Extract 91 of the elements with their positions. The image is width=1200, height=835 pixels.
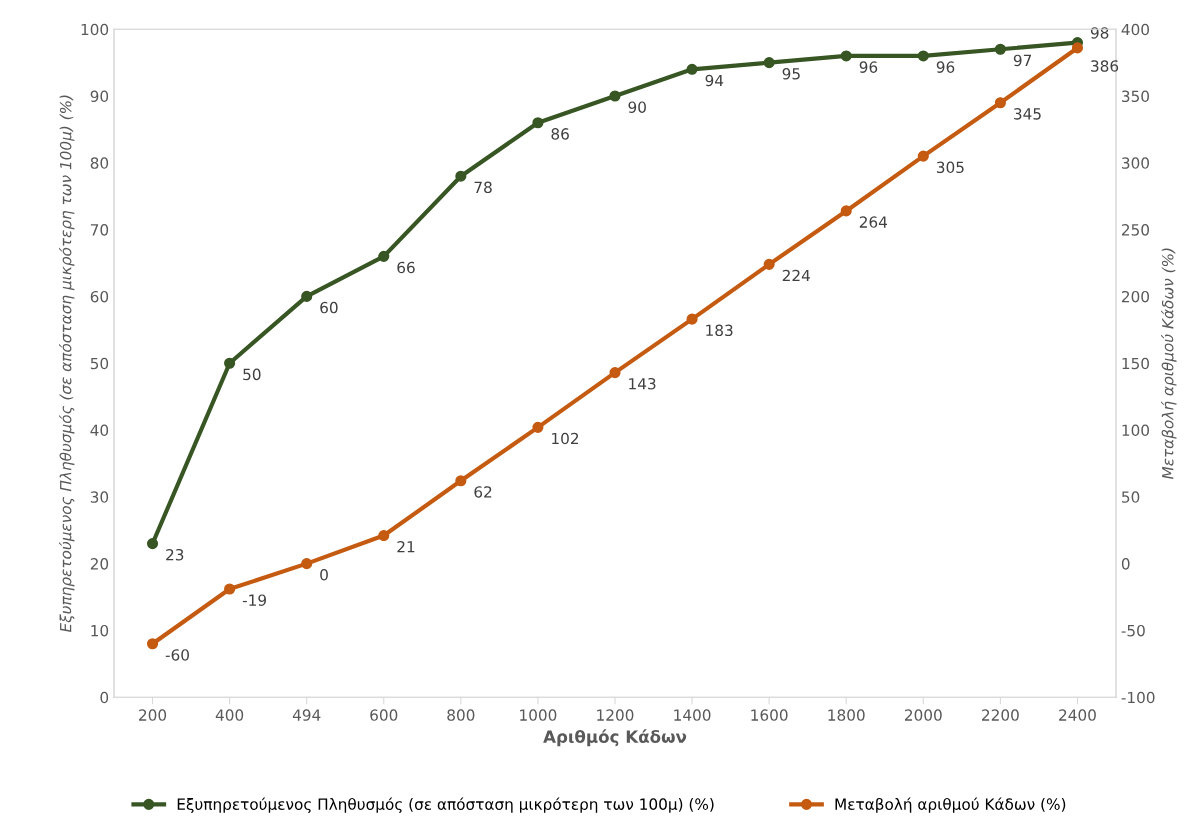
y-tick-label: 50	[90, 357, 109, 370]
x-tick-label: 2200	[982, 709, 1019, 721]
data-label: 90	[628, 101, 646, 113]
data-label: 78	[474, 181, 492, 194]
y-tick-label: 100	[81, 23, 109, 36]
point	[455, 475, 467, 487]
data-label: 386	[1091, 60, 1119, 72]
data-label: 97	[1013, 54, 1032, 67]
y2-tick-label: 50	[1122, 491, 1140, 503]
y-tick-label: 40	[90, 424, 109, 437]
point	[763, 258, 775, 270]
point	[146, 538, 159, 550]
data-label: 264	[859, 216, 888, 228]
y-tick-label: 20	[90, 558, 109, 570]
point	[609, 367, 621, 379]
y-tick-label: 90	[90, 90, 109, 103]
data-label: 50	[243, 368, 261, 381]
point	[532, 421, 544, 433]
x-tick-label: 400	[215, 709, 244, 721]
data-label: -19	[242, 594, 266, 606]
point	[840, 205, 852, 217]
y2-tick-label: 400	[1121, 23, 1150, 36]
point	[917, 150, 929, 162]
y2-tick-label: -100	[1121, 691, 1155, 704]
x-tick-label: 800	[447, 709, 475, 721]
point	[301, 558, 313, 570]
y2-tick-label: 200	[1121, 290, 1150, 303]
x-tick-label: 1200	[597, 709, 634, 721]
y-tick-label: 30	[90, 491, 109, 503]
data-label: 86	[551, 128, 569, 140]
x-tick-label: 2000	[904, 709, 942, 721]
data-label: 60	[320, 301, 338, 314]
point	[1071, 42, 1084, 54]
y2-tick-label: 300	[1122, 157, 1150, 169]
point	[378, 530, 390, 542]
point	[917, 50, 929, 62]
data-label: 143	[629, 377, 656, 390]
data-label: 94	[705, 74, 724, 87]
x-tick-label: 600	[370, 709, 398, 721]
point	[224, 583, 236, 595]
data-label: 0	[320, 569, 328, 581]
data-label: 224	[782, 269, 810, 282]
y2-axis-title: Μεταβολή αριθμού Κάδων (%)	[1161, 248, 1177, 480]
point	[301, 290, 313, 302]
x-tick-label: 1800	[828, 709, 865, 721]
y-tick-label: 80	[90, 157, 109, 169]
x-tick-label: 1000	[520, 709, 557, 721]
x-tick-label: 1600	[751, 709, 788, 721]
y2-tick-label: 350	[1122, 90, 1150, 103]
point	[686, 63, 698, 75]
point	[455, 170, 467, 182]
y-tick-label: 10	[91, 624, 109, 637]
point	[994, 43, 1006, 55]
y2-tick-label: 0	[1121, 558, 1130, 570]
data-label: 21	[397, 540, 415, 553]
point	[146, 638, 159, 650]
point	[763, 57, 775, 69]
point	[224, 357, 236, 369]
data-label: 98	[1090, 27, 1109, 39]
data-label: 66	[397, 261, 415, 274]
x-tick-label: 1400	[674, 709, 711, 721]
point	[609, 90, 621, 102]
point	[378, 250, 390, 262]
y2-tick-label: 150	[1122, 357, 1150, 370]
y-axis-title: Εξυπηρετούμενος Πληθυσμός (σε απόσταση μικρότερη των 100μ) (%)	[58, 95, 75, 633]
legend-label: Εξυπηρετούμενος Πληθυσμός (σε απόσταση μικρότερη των 100μ) (%)	[177, 797, 714, 813]
y2-tick-label: 100	[1122, 424, 1150, 437]
point	[532, 117, 544, 129]
data-label: 96	[859, 61, 878, 73]
data-label: 96	[936, 61, 955, 73]
y-tick-label: 60	[90, 290, 109, 303]
y-tick-label: 0	[100, 691, 109, 704]
data-label: 62	[474, 486, 492, 498]
point	[840, 50, 852, 62]
data-label: 305	[936, 161, 964, 174]
data-label: 95	[782, 68, 800, 80]
y2-tick-label: -50	[1121, 624, 1145, 637]
y-tick-label: 70	[90, 224, 109, 236]
legend-label: Μεταβολή αριθμού Κάδων (%)	[835, 797, 1066, 813]
data-label: 345	[1014, 108, 1041, 120]
y2-tick-label: 250	[1121, 224, 1150, 236]
x-axis-title: Αριθμός Κάδων	[543, 729, 687, 747]
x-tick-label: 200	[139, 709, 167, 721]
x-tick-label: 2400	[1059, 709, 1096, 721]
data-label: -60	[165, 649, 189, 661]
point	[686, 313, 698, 325]
point	[994, 97, 1006, 109]
data-label: 23	[166, 548, 184, 561]
x-tick-label: 494	[292, 709, 321, 721]
data-label: 102	[552, 432, 579, 445]
data-label: 183	[706, 324, 733, 337]
